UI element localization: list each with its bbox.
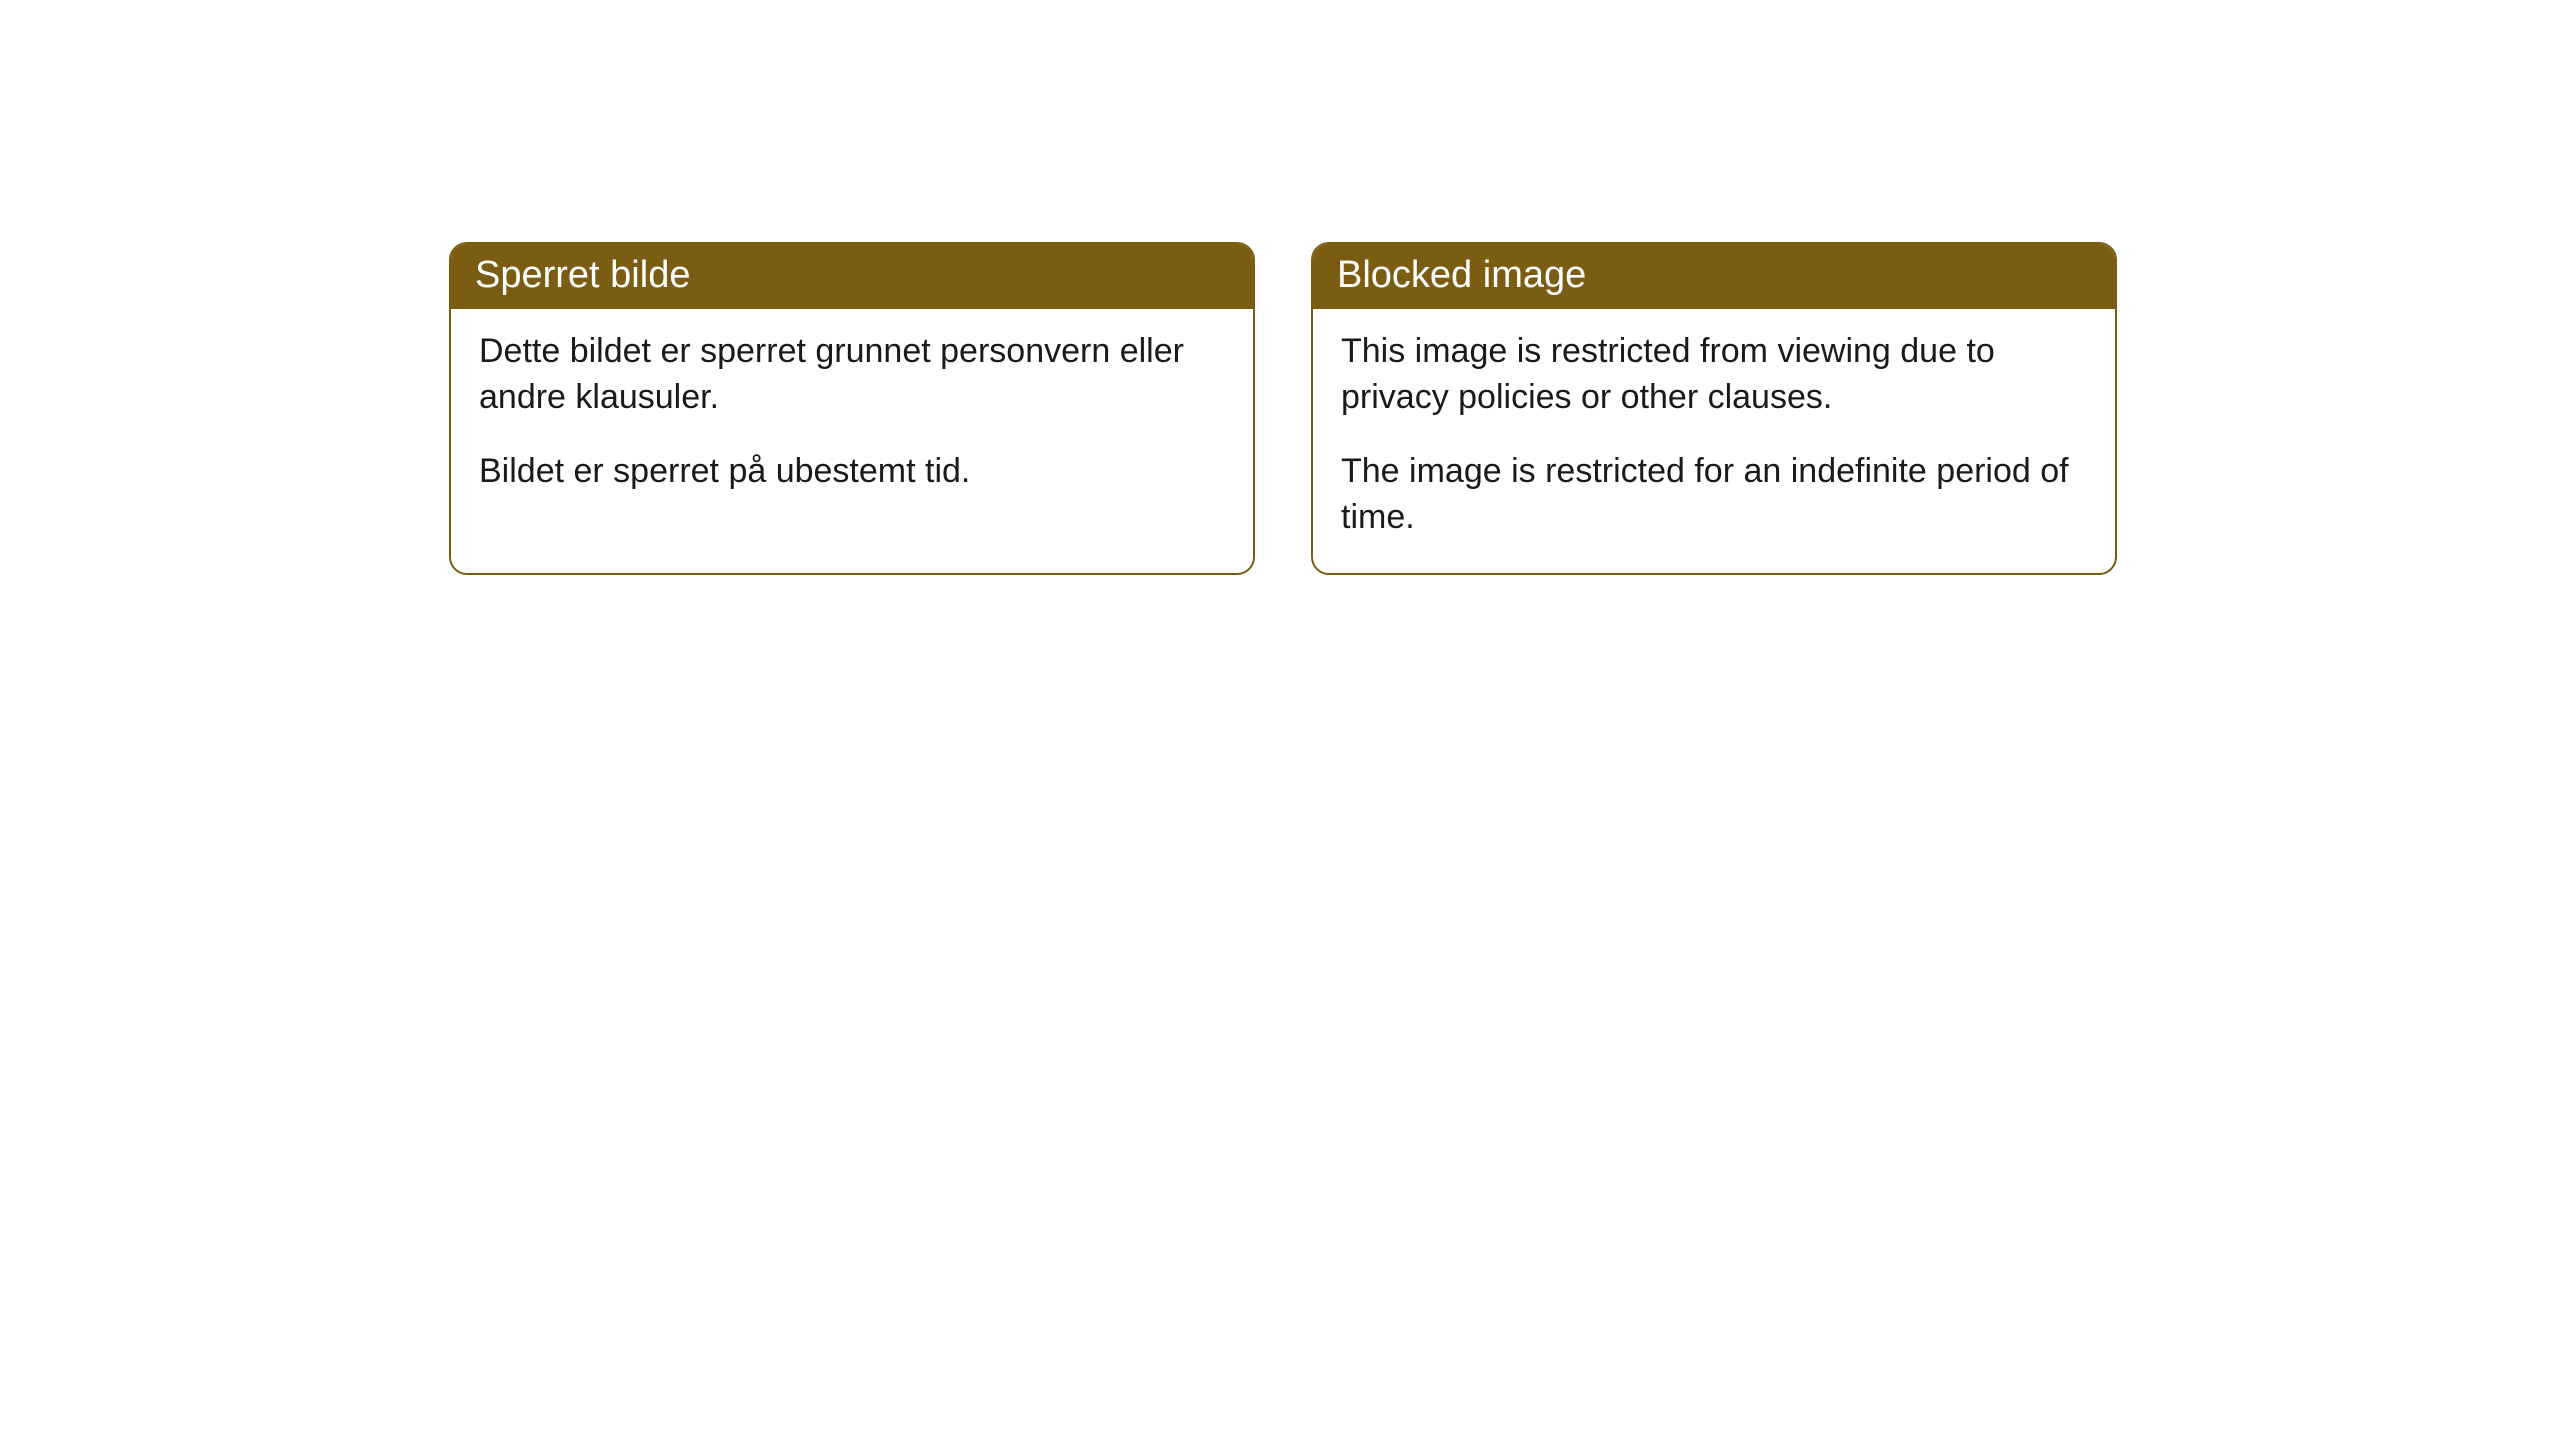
- notice-paragraph: Dette bildet er sperret grunnet personve…: [479, 329, 1225, 421]
- notice-title-norwegian: Sperret bilde: [475, 254, 690, 296]
- notice-header-english: Blocked image: [1313, 244, 2115, 309]
- notice-container: Sperret bilde Dette bildet er sperret gr…: [449, 242, 2117, 575]
- notice-paragraph: The image is restricted for an indefinit…: [1341, 449, 2087, 541]
- notice-header-norwegian: Sperret bilde: [451, 244, 1253, 309]
- notice-paragraph: This image is restricted from viewing du…: [1341, 329, 2087, 421]
- notice-card-english: Blocked image This image is restricted f…: [1311, 242, 2117, 575]
- notice-body-english: This image is restricted from viewing du…: [1313, 309, 2115, 573]
- notice-card-norwegian: Sperret bilde Dette bildet er sperret gr…: [449, 242, 1255, 575]
- notice-title-english: Blocked image: [1337, 254, 1586, 296]
- notice-paragraph: Bildet er sperret på ubestemt tid.: [479, 449, 1225, 495]
- notice-body-norwegian: Dette bildet er sperret grunnet personve…: [451, 309, 1253, 527]
